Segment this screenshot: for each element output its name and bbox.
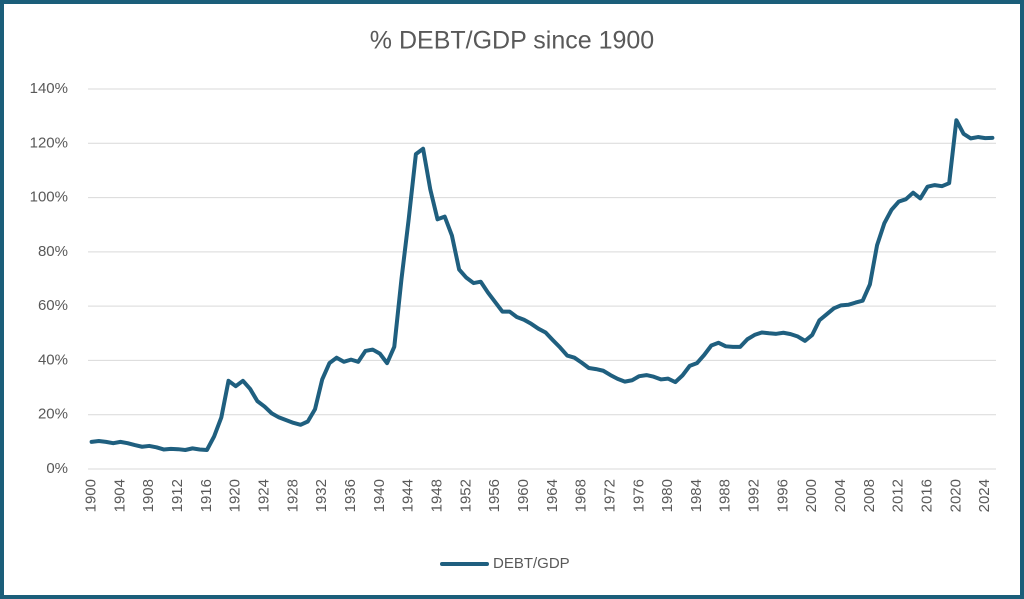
x-tick-label: 2008	[861, 479, 878, 512]
x-tick-label: 1952	[457, 479, 474, 512]
x-tick-label: 1920	[227, 479, 244, 512]
x-tick-label: 1912	[169, 479, 186, 512]
data-line	[89, 118, 995, 452]
x-tick-label: 1928	[284, 479, 301, 512]
x-tick-label: 1924	[256, 479, 273, 512]
y-tick-label: 120%	[30, 134, 68, 151]
x-tick-label: 1992	[746, 479, 763, 512]
y-tick-label: 80%	[38, 243, 68, 260]
x-tick-label: 1980	[659, 479, 676, 512]
x-tick-label: 2012	[890, 479, 907, 512]
legend-label: DEBT/GDP	[493, 555, 570, 572]
x-tick-label: 2004	[832, 479, 849, 512]
x-tick-label: 1904	[111, 479, 128, 512]
x-tick-label: 1968	[573, 479, 590, 512]
x-tick-label: 1960	[515, 479, 532, 512]
x-tick-label: 1908	[140, 479, 157, 512]
x-tick-label: 2020	[947, 479, 964, 512]
x-tick-label: 1964	[544, 479, 561, 512]
x-tick-label: 2000	[803, 479, 820, 512]
x-tick-label: 1932	[313, 479, 330, 512]
chart-title: % DEBT/GDP since 1900	[370, 27, 654, 55]
x-tick-label: 1976	[630, 479, 647, 512]
x-tick-label: 1988	[717, 479, 734, 512]
x-tick-label: 1940	[371, 479, 388, 512]
x-tick-label: 1956	[486, 479, 503, 512]
y-tick-label: 0%	[46, 460, 68, 477]
y-tick-label: 100%	[30, 189, 68, 206]
y-tick-label: 60%	[38, 297, 68, 314]
x-tick-label: 1900	[83, 479, 100, 512]
x-tick-label: 1996	[774, 479, 791, 512]
x-tick-label: 1948	[428, 479, 445, 512]
y-tick-label: 140%	[30, 80, 68, 97]
y-tick-label: 20%	[38, 406, 68, 423]
x-tick-label: 2016	[919, 479, 936, 512]
y-tick-label: 40%	[38, 351, 68, 368]
x-tick-label: 1984	[688, 479, 705, 512]
x-tick-label: 1944	[400, 479, 417, 512]
x-tick-label: 1972	[601, 479, 618, 512]
x-tick-label: 1936	[342, 479, 359, 512]
x-tick-label: 2024	[976, 479, 993, 512]
x-tick-label: 1916	[198, 479, 215, 512]
